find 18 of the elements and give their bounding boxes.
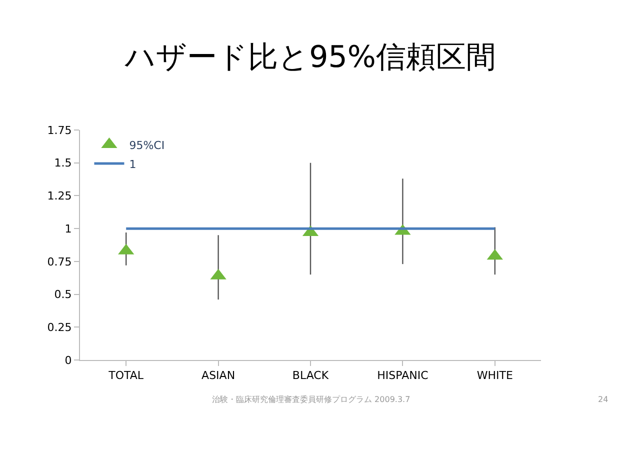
y-tick-label: 0.25 xyxy=(47,320,72,334)
y-tick-label: 1.75 xyxy=(47,124,72,137)
x-tick-label: HISPANIC xyxy=(377,369,429,382)
y-tick-label: 0 xyxy=(64,354,72,367)
x-tick-label: TOTAL xyxy=(108,369,144,382)
y-tick-label: 0.75 xyxy=(47,255,72,268)
x-tick-label: BLACK xyxy=(292,369,330,382)
x-tick-label: WHITE xyxy=(476,369,513,382)
legend-label: 95%CI xyxy=(129,138,165,152)
chart-title: ハザード比と95%信頼区間 xyxy=(124,40,496,75)
x-tick-label: ASIAN xyxy=(202,369,236,382)
y-tick-label: 1 xyxy=(64,222,72,236)
text: 治験・臨床研究倫理審査委員研修プログラム 2009.3.7 xyxy=(212,395,410,404)
y-tick-label: 1.25 xyxy=(47,190,72,203)
legend-label: 1 xyxy=(129,158,136,171)
text: 24 xyxy=(598,395,608,404)
y-tick-label: 0.5 xyxy=(54,288,72,302)
y-tick-label: 1.5 xyxy=(54,156,72,170)
